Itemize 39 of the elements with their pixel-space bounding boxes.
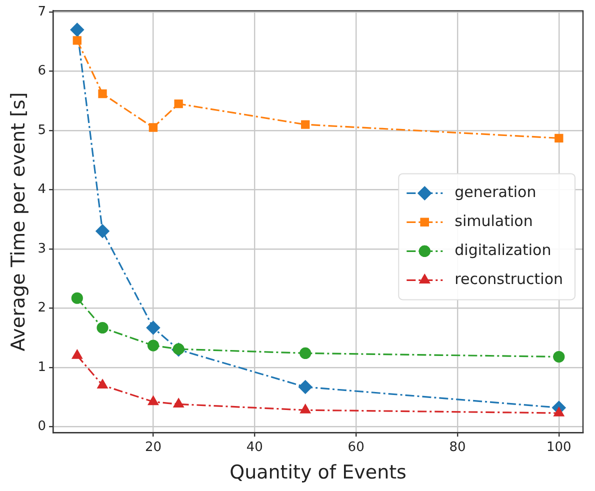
x-tick-label: 60 <box>348 440 364 455</box>
point <box>97 379 108 389</box>
x-tick-label: 20 <box>144 440 162 455</box>
y-tick-label: 7 <box>38 4 46 20</box>
y-tick-label: 0 <box>38 419 46 434</box>
point <box>300 347 312 360</box>
x-tick-label: 40 <box>246 440 263 455</box>
point <box>148 396 158 406</box>
y-tick-label: 5 <box>38 122 46 138</box>
point <box>174 99 183 108</box>
point <box>147 340 160 352</box>
y-tick-label: 6 <box>38 64 46 79</box>
y-tick-label: 4 <box>38 182 46 198</box>
x-axis-title: Quantity of Events <box>230 462 406 484</box>
point <box>71 292 83 304</box>
point <box>148 123 158 132</box>
x-tick-label: 100 <box>546 440 572 455</box>
y-tick-label: 1 <box>38 360 46 375</box>
point <box>146 320 160 335</box>
point <box>96 322 108 334</box>
legend-label: generation <box>454 183 536 202</box>
point <box>72 36 82 45</box>
point <box>173 398 184 408</box>
point <box>300 404 310 414</box>
point <box>96 224 110 238</box>
point <box>554 134 564 143</box>
legend-label: simulation <box>454 212 533 230</box>
point <box>98 89 107 98</box>
legend-label: reconstruction <box>454 270 564 288</box>
point <box>72 350 82 359</box>
legend-label: digitalization <box>454 241 552 260</box>
x-tick-label: 80 <box>449 440 466 455</box>
point <box>301 120 310 129</box>
y-tick-label: 2 <box>38 300 46 316</box>
point <box>553 350 565 363</box>
point <box>298 380 312 394</box>
y-tick-label: 3 <box>38 241 46 256</box>
y-axis-title: Average Time per event [s] <box>7 92 30 352</box>
point <box>70 22 84 37</box>
